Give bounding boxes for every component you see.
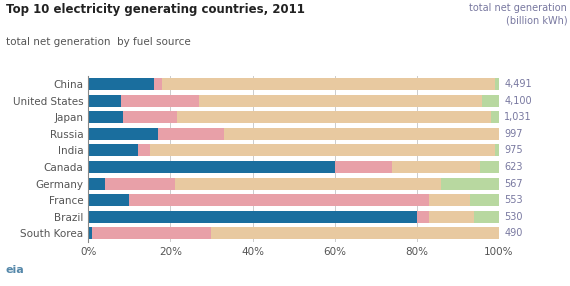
- Text: 4,100: 4,100: [504, 96, 532, 106]
- Bar: [392, 161, 481, 173]
- Text: 553: 553: [504, 195, 523, 205]
- Bar: [481, 161, 499, 173]
- Bar: [129, 194, 429, 206]
- Bar: [88, 194, 129, 206]
- Text: total net generation  by fuel source: total net generation by fuel source: [6, 37, 190, 47]
- Bar: [88, 111, 123, 123]
- Bar: [211, 227, 499, 239]
- Bar: [429, 211, 474, 223]
- Bar: [174, 178, 441, 190]
- Bar: [154, 78, 162, 90]
- Bar: [88, 161, 335, 173]
- Bar: [482, 95, 499, 107]
- Bar: [137, 144, 150, 156]
- Bar: [495, 144, 499, 156]
- Text: 490: 490: [504, 229, 523, 238]
- Bar: [470, 194, 499, 206]
- Bar: [491, 111, 499, 123]
- Bar: [495, 78, 499, 90]
- Bar: [162, 78, 495, 90]
- Bar: [417, 211, 429, 223]
- Bar: [177, 111, 491, 123]
- Bar: [88, 144, 137, 156]
- Text: 530: 530: [504, 212, 523, 222]
- Bar: [88, 178, 105, 190]
- Bar: [158, 128, 224, 140]
- Bar: [199, 95, 482, 107]
- Text: 623: 623: [504, 162, 523, 172]
- Bar: [88, 227, 92, 239]
- Text: 4,491: 4,491: [504, 79, 532, 89]
- Bar: [121, 95, 199, 107]
- Bar: [441, 178, 499, 190]
- Bar: [88, 128, 158, 140]
- Bar: [429, 194, 470, 206]
- Text: eia: eia: [6, 265, 25, 275]
- Bar: [105, 178, 174, 190]
- Bar: [88, 95, 121, 107]
- Bar: [224, 128, 499, 140]
- Text: total net generation
(billion kWh): total net generation (billion kWh): [469, 3, 567, 25]
- Bar: [150, 144, 495, 156]
- Text: 1,031: 1,031: [504, 112, 532, 122]
- Bar: [474, 211, 499, 223]
- Legend: hydroelectric, nuclear, fossil fuels, nonhydroelectric renewables: hydroelectric, nuclear, fossil fuels, no…: [111, 283, 477, 286]
- Bar: [335, 161, 392, 173]
- Bar: [88, 78, 154, 90]
- Text: 997: 997: [504, 129, 523, 139]
- Bar: [123, 111, 177, 123]
- Bar: [88, 211, 417, 223]
- Bar: [92, 227, 211, 239]
- Text: 975: 975: [504, 146, 523, 155]
- Text: Top 10 electricity generating countries, 2011: Top 10 electricity generating countries,…: [6, 3, 304, 16]
- Text: 567: 567: [504, 179, 523, 188]
